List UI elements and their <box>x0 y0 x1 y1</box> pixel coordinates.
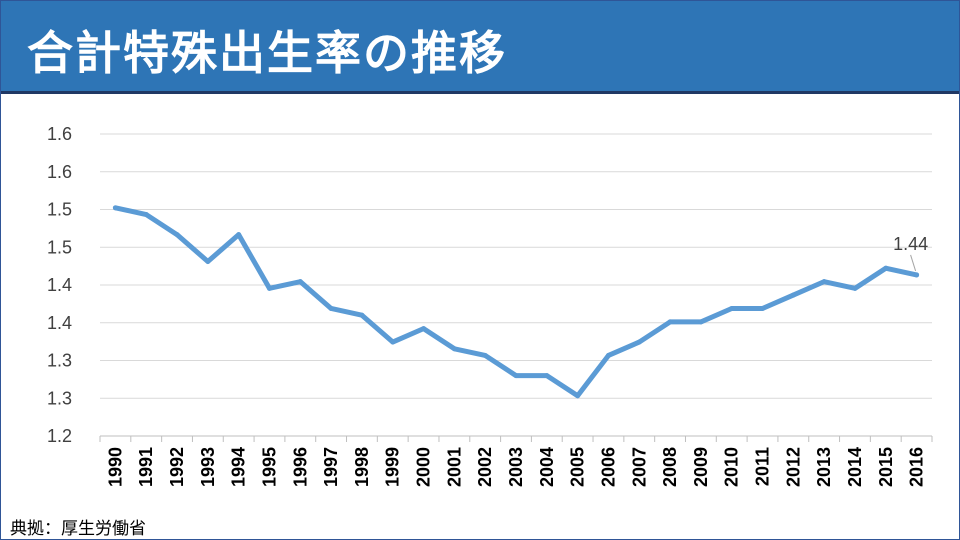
y-tick-label: 1.3 <box>47 351 72 371</box>
series <box>112 205 920 399</box>
data-label-leader <box>910 254 917 272</box>
data-point <box>698 319 704 325</box>
data-point <box>174 232 180 238</box>
x-tick-label: 2013 <box>814 447 834 487</box>
data-point <box>266 285 272 291</box>
x-axis-ticks: 1990 1991 1992 1993 1994 1995 1996 1997 1998 1999… <box>105 447 926 487</box>
data-point <box>852 285 858 291</box>
x-tick-label: 2011 <box>753 447 773 486</box>
x-tick-label: 1997 <box>321 447 341 487</box>
x-tick-label: 1995 <box>259 447 279 487</box>
data-point <box>544 373 550 379</box>
x-axis <box>99 435 933 442</box>
x-tick-label: 2006 <box>598 447 618 487</box>
x-tick-label: 1999 <box>383 447 403 487</box>
x-tick-label: 1990 <box>105 447 125 487</box>
data-point <box>143 212 149 218</box>
data-point <box>821 279 827 285</box>
data-point <box>667 319 673 325</box>
x-tick-label: 1992 <box>167 447 187 487</box>
y-axis-ticks: 1.6 1.6 1.5 1.5 1.4 1.4 1.3 1.3 1.2 <box>47 124 72 446</box>
data-point <box>390 339 396 345</box>
y-tick-label: 1.5 <box>47 200 72 220</box>
x-tick-label: 1991 <box>136 447 156 487</box>
data-point <box>790 292 796 298</box>
x-tick-label: 1998 <box>352 447 372 487</box>
gridlines <box>100 133 932 399</box>
data-point <box>914 272 920 278</box>
x-tick-label: 2005 <box>568 447 588 487</box>
x-tick-label: 1994 <box>229 447 249 487</box>
y-tick-label: 1.2 <box>47 426 72 446</box>
y-tick-label: 1.5 <box>47 237 72 257</box>
data-point <box>421 326 427 332</box>
data-point <box>236 232 242 238</box>
x-tick-label: 2000 <box>414 447 434 487</box>
data-point <box>359 312 365 318</box>
x-tick-label: 2009 <box>691 447 711 487</box>
x-tick-label: 2001 <box>444 447 464 487</box>
page-title: 合計特殊出生率の推移 <box>27 26 507 80</box>
x-tick-label: 2003 <box>506 447 526 487</box>
data-point <box>883 265 889 271</box>
data-point <box>297 279 303 285</box>
data-label: 1.44 <box>893 234 928 254</box>
series-line <box>112 205 920 399</box>
x-tick-label: 2007 <box>629 447 649 487</box>
y-tick-label: 1.4 <box>47 275 72 295</box>
data-point <box>636 339 642 345</box>
data-point <box>112 205 118 211</box>
x-tick-label: 2002 <box>475 447 495 487</box>
y-tick-label: 1.4 <box>47 313 72 333</box>
annotations: 1.44 <box>893 234 928 272</box>
data-point <box>328 305 334 311</box>
data-point <box>575 393 581 399</box>
x-tick-label: 2010 <box>722 447 742 487</box>
x-tick-label: 1996 <box>290 447 310 487</box>
x-tick-label: 1993 <box>198 447 218 487</box>
x-tick-label: 2008 <box>660 447 680 487</box>
x-tick-label: 2012 <box>783 447 803 487</box>
data-point <box>760 305 766 311</box>
x-tick-label: 2015 <box>876 447 896 487</box>
title-bar: 合計特殊出生率の推移 <box>1 1 959 94</box>
x-tick-label: 2016 <box>907 447 927 487</box>
data-point <box>729 305 735 311</box>
x-tick-label: 2014 <box>845 447 865 487</box>
source-note: 典拠：厚生労働省 <box>10 519 146 539</box>
data-point <box>205 259 211 265</box>
data-point <box>513 373 519 379</box>
y-tick-label: 1.6 <box>47 124 72 144</box>
x-tick-label: 2004 <box>537 447 557 487</box>
data-point <box>451 346 457 352</box>
data-point <box>605 352 611 358</box>
y-tick-label: 1.3 <box>47 388 72 408</box>
data-point <box>482 352 488 358</box>
y-tick-label: 1.6 <box>47 162 72 182</box>
